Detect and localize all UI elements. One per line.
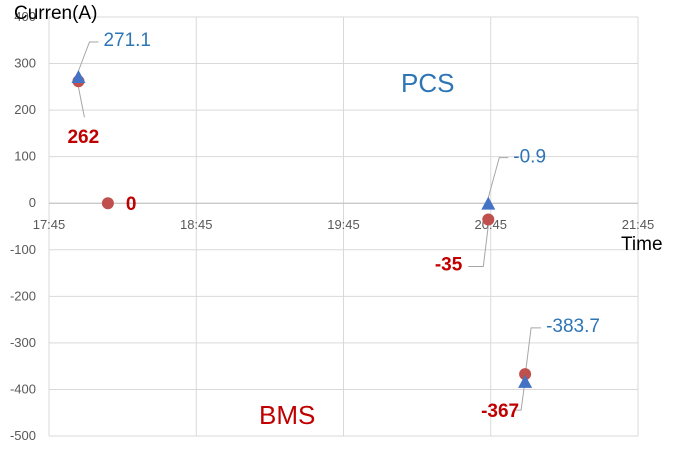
x-tick-label: 17:45	[33, 217, 66, 232]
y-tick-label: 300	[14, 56, 36, 71]
pcs-data-label: -0.9	[513, 147, 546, 168]
x-axis-title: Time	[621, 234, 663, 255]
x-tick-label: 19:45	[327, 217, 360, 232]
leader-line	[487, 157, 509, 198]
leader-line	[77, 41, 99, 72]
y-axis-title: Curren(A)	[14, 3, 97, 24]
y-tick-label: -100	[10, 242, 36, 257]
pcs-point-marker	[481, 196, 496, 210]
bms-point-marker	[482, 213, 495, 226]
y-tick-label: -400	[10, 381, 36, 396]
y-tick-label: 400	[14, 9, 36, 24]
leader-line	[524, 327, 542, 376]
y-tick-label: -200	[10, 288, 36, 303]
pcs-point-marker	[71, 70, 86, 84]
region-label-bms: BMS	[259, 400, 315, 430]
x-tick-label: 21:45	[622, 217, 655, 232]
y-tick-label: 0	[29, 195, 36, 210]
bms-data-label: -35	[435, 255, 463, 276]
region-label-pcs: PCS	[401, 68, 454, 98]
bms-point-marker	[519, 368, 532, 381]
bms-point-marker	[101, 197, 114, 210]
pcs-data-label: 271.1	[103, 30, 151, 51]
leader-line	[468, 225, 489, 268]
leader-line	[77, 87, 85, 118]
y-tick-label: 100	[14, 149, 36, 164]
y-tick-label: 200	[14, 102, 36, 117]
y-tick-label: -500	[10, 428, 36, 443]
y-tick-label: -300	[10, 335, 36, 350]
x-tick-label: 18:45	[180, 217, 213, 232]
bms-data-label: 262	[67, 127, 99, 148]
leader-line	[515, 380, 526, 411]
pcs-data-label: -383.7	[546, 316, 600, 337]
pcs-point-marker	[518, 374, 533, 388]
bms-data-label: 0	[126, 194, 137, 215]
bms-data-label: -367	[481, 401, 519, 422]
